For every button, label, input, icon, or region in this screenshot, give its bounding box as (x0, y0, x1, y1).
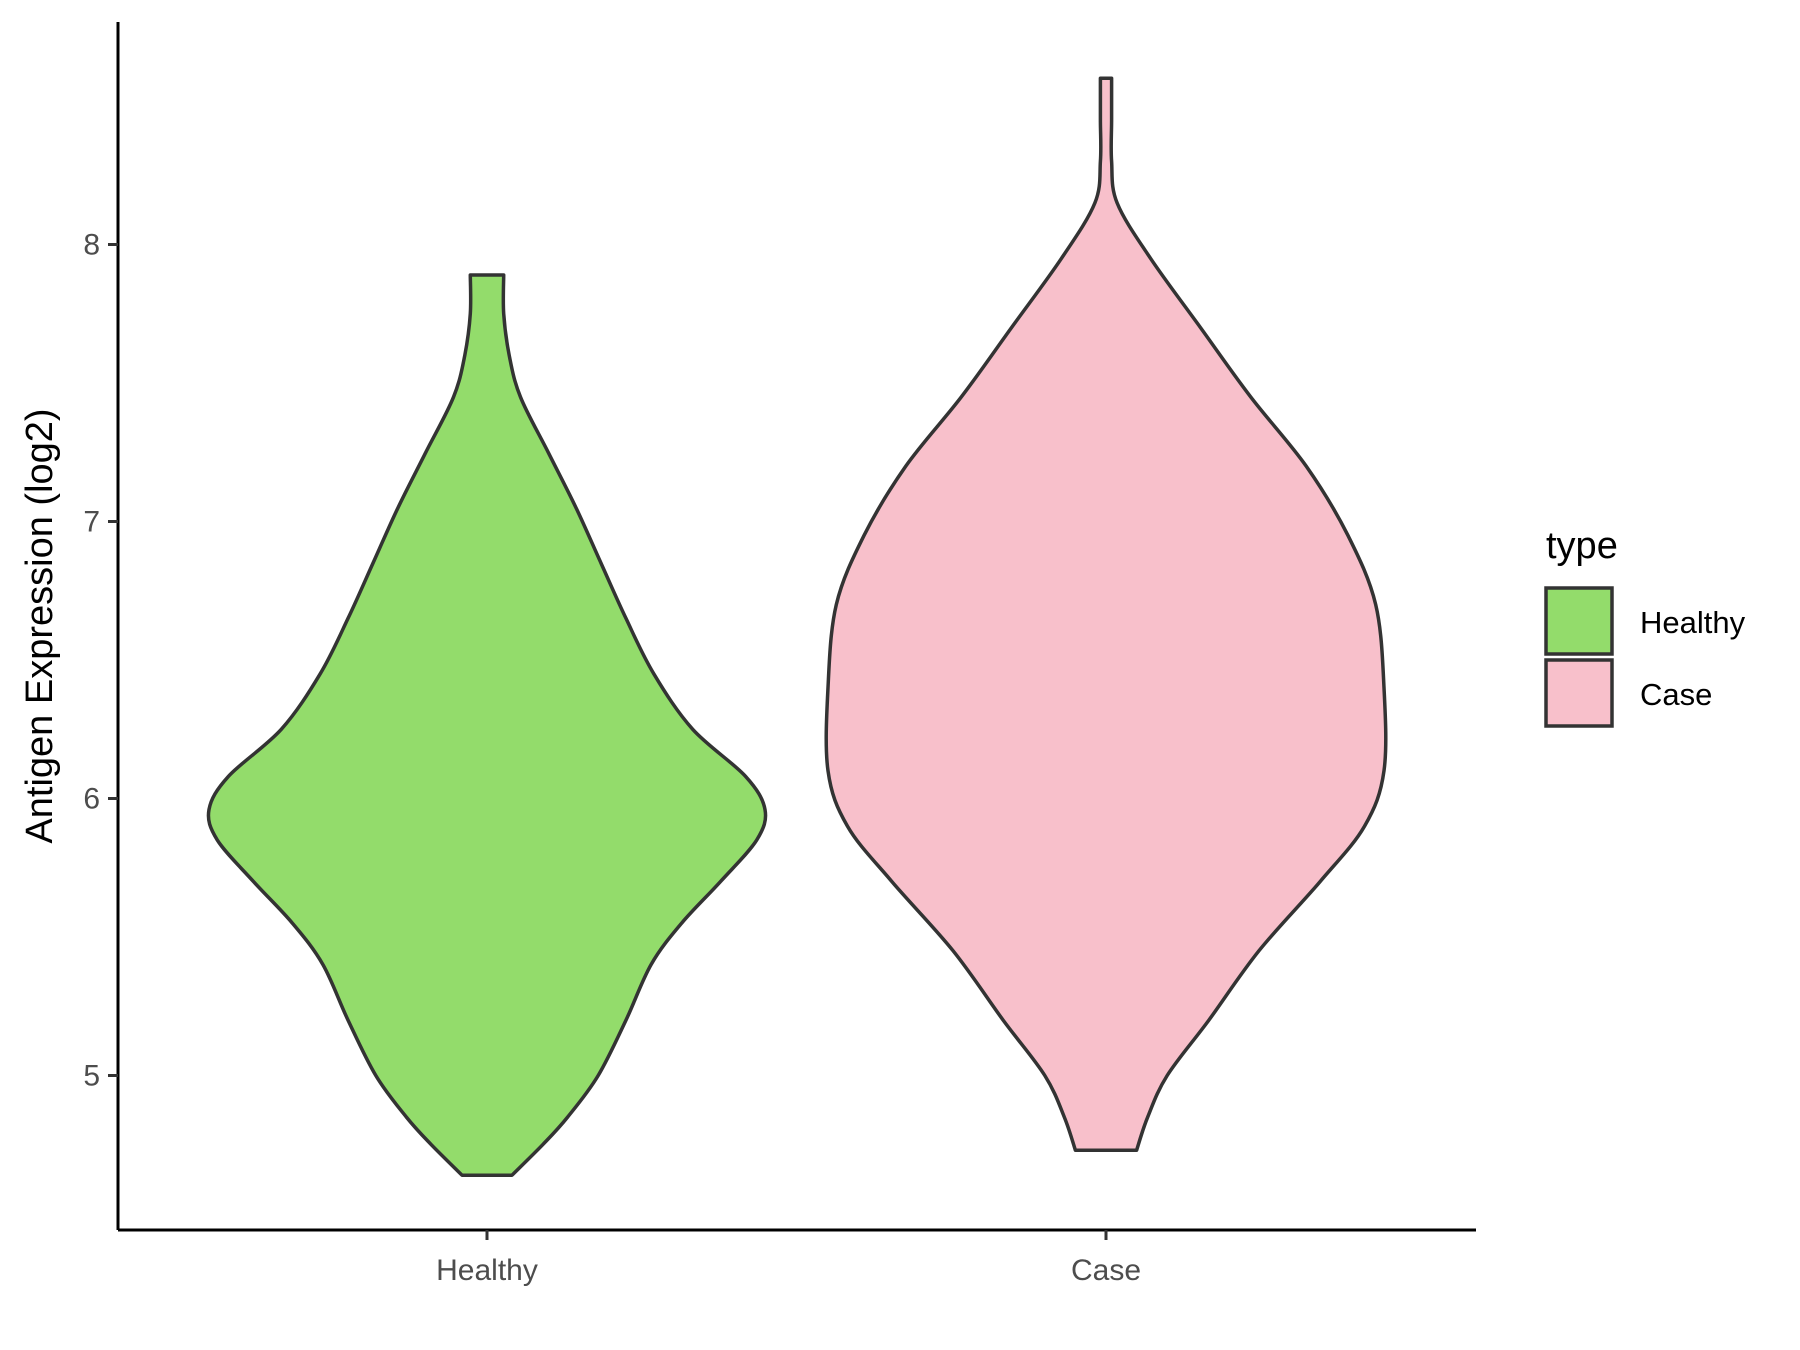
legend-key-case (1544, 658, 1614, 728)
x-tick-label: Case (1071, 1254, 1141, 1287)
y-tick-label: 6 (83, 783, 100, 816)
legend: type Healthy Case (1544, 525, 1746, 728)
legend-label-healthy: Healthy (1640, 605, 1746, 640)
violins-layer (206, 76, 1388, 1177)
violin-case (824, 76, 1388, 1153)
legend-entries: Healthy Case (1544, 586, 1746, 728)
y-ticks: 5 6 7 8 (83, 229, 118, 1093)
y-tick-label: 5 (83, 1060, 100, 1093)
y-axis-title: Antigen Expression (log2) (19, 408, 61, 843)
x-tick-label: Healthy (436, 1254, 538, 1287)
axes-layer: 5 6 7 8 Healthy Case Antigen Expression (log… (19, 22, 1476, 1287)
y-tick-label: 7 (83, 506, 100, 539)
legend-title: type (1546, 525, 1618, 567)
x-ticks: Healthy Case (436, 1230, 1141, 1287)
legend-label-case: Case (1640, 677, 1712, 712)
violin-healthy (206, 273, 768, 1177)
legend-key-healthy (1544, 586, 1614, 656)
y-tick-label: 8 (83, 229, 100, 262)
